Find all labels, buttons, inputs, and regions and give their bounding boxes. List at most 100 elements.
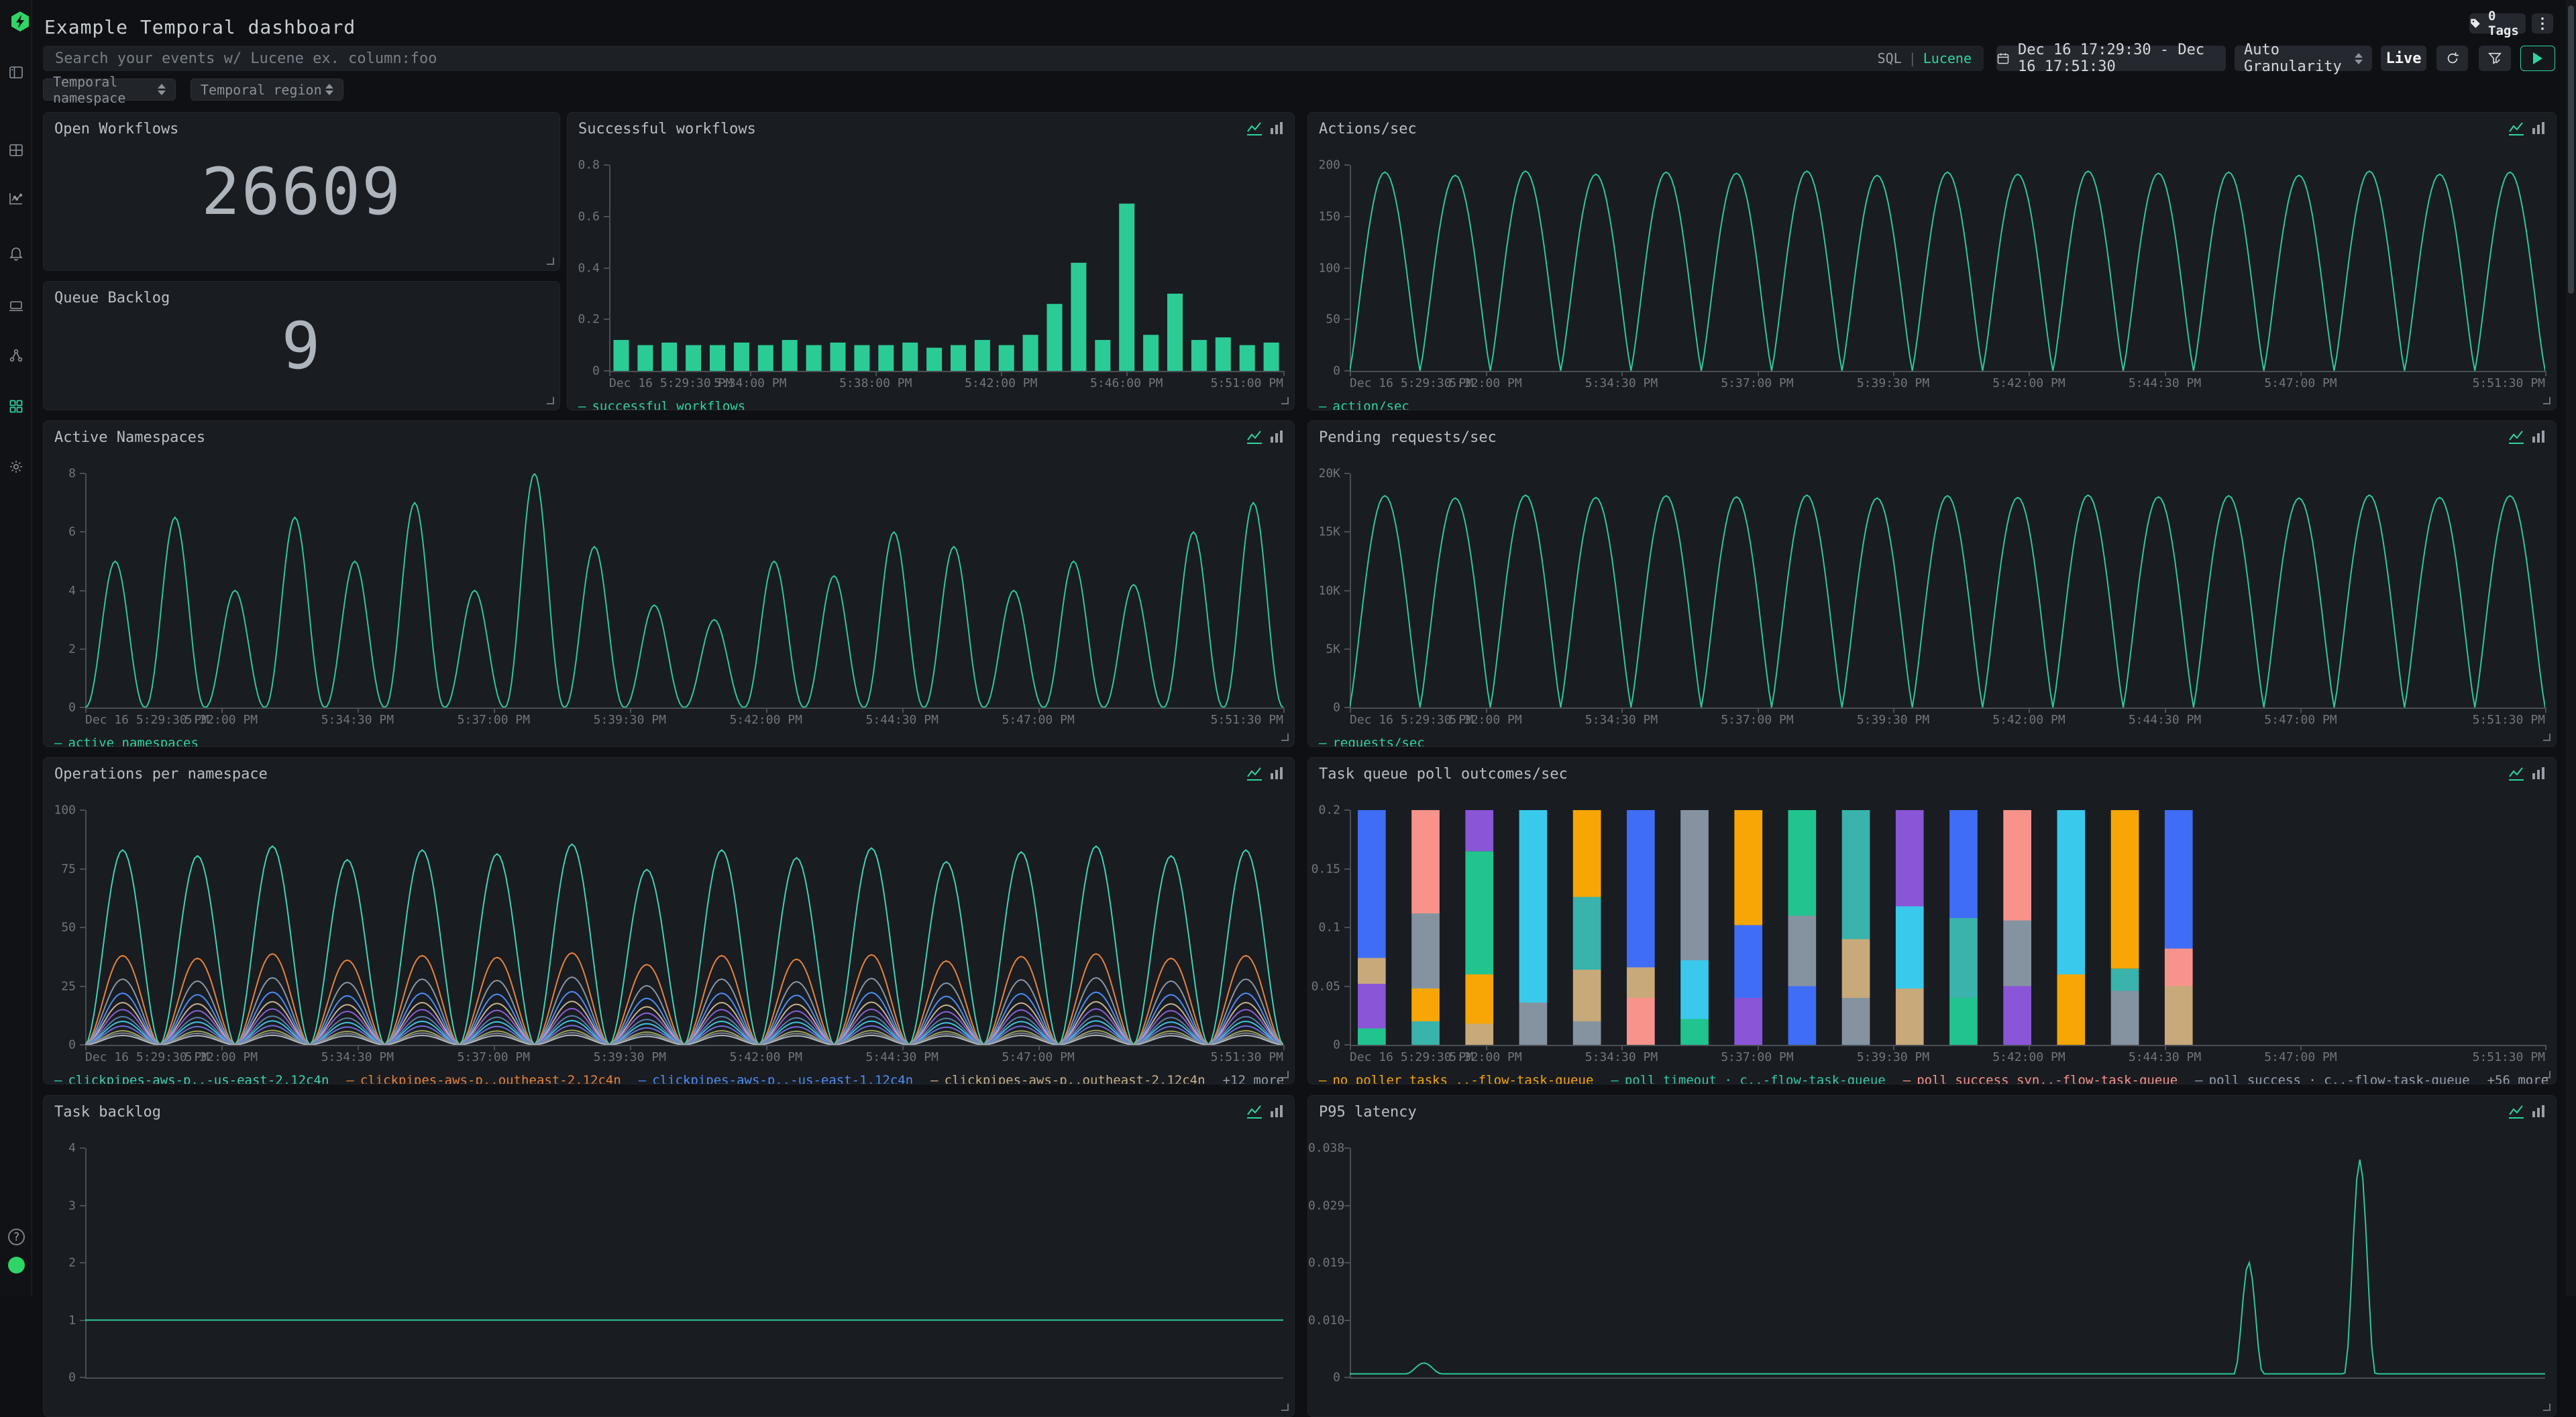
mode-lucene-label[interactable]: Lucene — [1923, 50, 1972, 66]
resize-handle[interactable] — [1281, 1404, 1289, 1411]
legend-item[interactable]: —clickpipes-aws-p..-us-east-2.12c4n — [54, 1073, 329, 1084]
y-tick-label: 5K — [1308, 642, 1340, 656]
x-tick-mark — [494, 1045, 495, 1050]
y-tick-mark — [1344, 707, 1350, 708]
legend-item[interactable]: —poll_success · c..-flow-task-queue — [2195, 1073, 2469, 1084]
query-mode-toggle[interactable]: SQL | Lucene — [1878, 50, 1972, 66]
page-scrollbar[interactable] — [2566, 0, 2576, 1296]
line-chart-toggle-icon[interactable] — [1247, 1105, 1262, 1119]
bar-chart-toggle-icon[interactable] — [2532, 1105, 2546, 1119]
x-tick-label: 5:37:00 PM — [1721, 713, 1793, 727]
resize-handle[interactable] — [1281, 734, 1289, 741]
x-axis — [85, 1045, 1283, 1046]
task_backlog-chart — [85, 1148, 1283, 1377]
sidebar: ? — [0, 0, 32, 1296]
chart-type-toggles — [2509, 122, 2546, 135]
tables-icon[interactable] — [8, 142, 24, 158]
legend-item[interactable]: —requests/sec — [1319, 736, 1425, 747]
filter-temporal-namespace[interactable]: Temporal namespace — [43, 78, 176, 101]
tags-button[interactable]: 0 Tags — [2469, 13, 2526, 34]
resize-handle[interactable] — [2543, 397, 2551, 404]
y-tick-label: 0 — [44, 1038, 76, 1052]
panel-actions-per-sec: Actions/sec 200150100500Dec 16 5:29:30 P… — [1307, 112, 2557, 410]
kebab-menu-button[interactable]: ⋮ — [2532, 13, 2553, 34]
legend-item[interactable]: —active namespaces — [54, 736, 199, 747]
legend-more-link[interactable]: +56 more — [2487, 1073, 2549, 1084]
y-tick-mark — [1344, 1377, 1350, 1378]
bar-chart-toggle-icon[interactable] — [1270, 767, 1285, 781]
legend-item[interactable]: —successful workflows — [578, 399, 745, 410]
line-chart-toggle-icon[interactable] — [2509, 431, 2524, 444]
line-chart-toggle-icon[interactable] — [1247, 767, 1262, 781]
y-tick-label: 0 — [1308, 1038, 1340, 1052]
metrics-icon[interactable] — [8, 190, 24, 207]
y-tick-label: 100 — [44, 803, 76, 817]
sidebar-toggle-icon[interactable] — [8, 64, 24, 80]
x-tick-mark — [1486, 707, 1487, 713]
run-query-button[interactable] — [2520, 46, 2555, 71]
filter-button[interactable] — [2479, 46, 2511, 71]
kebab-icon: ⋮ — [2535, 15, 2550, 32]
bar-chart-toggle-icon[interactable] — [1270, 1105, 1285, 1119]
alerts-bell-icon[interactable] — [8, 245, 24, 262]
filter-funnel-icon — [2487, 51, 2502, 66]
date-range-button[interactable]: Dec 16 17:29:30 - Dec 16 17:51:30 — [1996, 46, 2226, 71]
x-tick-label: 5:42:00 PM — [730, 1050, 802, 1064]
bar-chart-toggle-icon[interactable] — [1270, 431, 1285, 444]
live-button[interactable]: Live — [2381, 46, 2426, 71]
x-tick-mark — [1893, 1045, 1894, 1050]
x-tick-label: 5:32:00 PM — [1449, 713, 1521, 727]
legend-item[interactable]: —poll_timeout · c..-flow-task-queue — [1611, 1073, 1885, 1084]
legend-more-link[interactable]: +12 more — [1223, 1073, 1285, 1084]
line-chart-toggle-icon[interactable] — [2509, 122, 2524, 135]
dashboards-icon[interactable] — [8, 398, 24, 414]
app-logo-icon[interactable] — [10, 11, 30, 32]
y-tick-label: 0.029 — [1308, 1198, 1340, 1212]
bar-chart-toggle-icon[interactable] — [1270, 122, 1285, 135]
x-tick-mark — [85, 707, 87, 713]
refresh-button[interactable] — [2436, 46, 2468, 71]
granularity-select[interactable]: Auto Granularity — [2235, 46, 2372, 71]
legend-dash: — — [578, 399, 586, 410]
legend-item[interactable]: —clickpipes-aws-p..outheast-2.12c4n — [346, 1073, 621, 1084]
resize-handle[interactable] — [2543, 734, 2551, 741]
panel-title: Task queue poll outcomes/sec — [1319, 766, 1568, 783]
mode-sql-label[interactable]: SQL — [1878, 50, 1902, 66]
x-tick-label: 5:51:30 PM — [1211, 713, 1283, 727]
line-chart-toggle-icon[interactable] — [1247, 122, 1262, 135]
legend-item[interactable]: —clickpipes-aws-p..-us-east-1.12c4n — [639, 1073, 913, 1084]
x-tick-mark — [2029, 707, 2030, 713]
search-input[interactable]: Search your events w/ Lucene ex. column:… — [43, 46, 1984, 71]
resize-handle[interactable] — [547, 397, 554, 404]
y-tick-label: 3 — [44, 1198, 76, 1212]
hosts-monitor-icon[interactable] — [8, 298, 24, 314]
avatar[interactable] — [8, 1257, 25, 1273]
bar-chart-toggle-icon[interactable] — [2532, 431, 2546, 444]
x-tick-mark — [1893, 371, 1894, 376]
line-chart-toggle-icon[interactable] — [2509, 1105, 2524, 1119]
bar-chart-toggle-icon[interactable] — [2532, 767, 2546, 781]
x-tick-label: 5:37:00 PM — [458, 713, 530, 727]
legend-item[interactable]: —action/sec — [1319, 399, 1409, 410]
topology-icon[interactable] — [8, 347, 24, 363]
bar-chart-toggle-icon[interactable] — [2532, 122, 2546, 135]
legend-item[interactable]: —no_poller_tasks ..-flow-task-queue — [1319, 1073, 1593, 1084]
line-chart-toggle-icon[interactable] — [2509, 767, 2524, 781]
legend-item[interactable]: —poll_success_syn..-flow-task-queue — [1903, 1073, 2178, 1084]
filter-temporal-region[interactable]: Temporal region — [191, 78, 343, 101]
actions_per_sec-chart — [1350, 165, 2545, 371]
legend-item[interactable]: —clickpipes-aws-p..outheast-2.12c4n — [930, 1073, 1205, 1084]
y-tick-label: 0 — [568, 364, 600, 378]
resize-handle[interactable] — [547, 258, 554, 265]
x-tick-label: 5:38:00 PM — [839, 376, 912, 390]
resize-handle[interactable] — [2543, 1404, 2551, 1411]
scrollbar-thumb[interactable] — [2568, 5, 2574, 294]
x-tick-label: 5:47:00 PM — [2264, 1050, 2337, 1064]
resize-handle[interactable] — [1281, 397, 1289, 404]
settings-gear-icon[interactable] — [8, 459, 24, 475]
x-tick-mark — [766, 707, 767, 713]
line-chart-toggle-icon[interactable] — [1247, 431, 1262, 444]
legend-dash: — — [346, 1073, 354, 1084]
help-button[interactable]: ? — [8, 1229, 25, 1245]
active_namespaces-chart — [85, 473, 1283, 707]
